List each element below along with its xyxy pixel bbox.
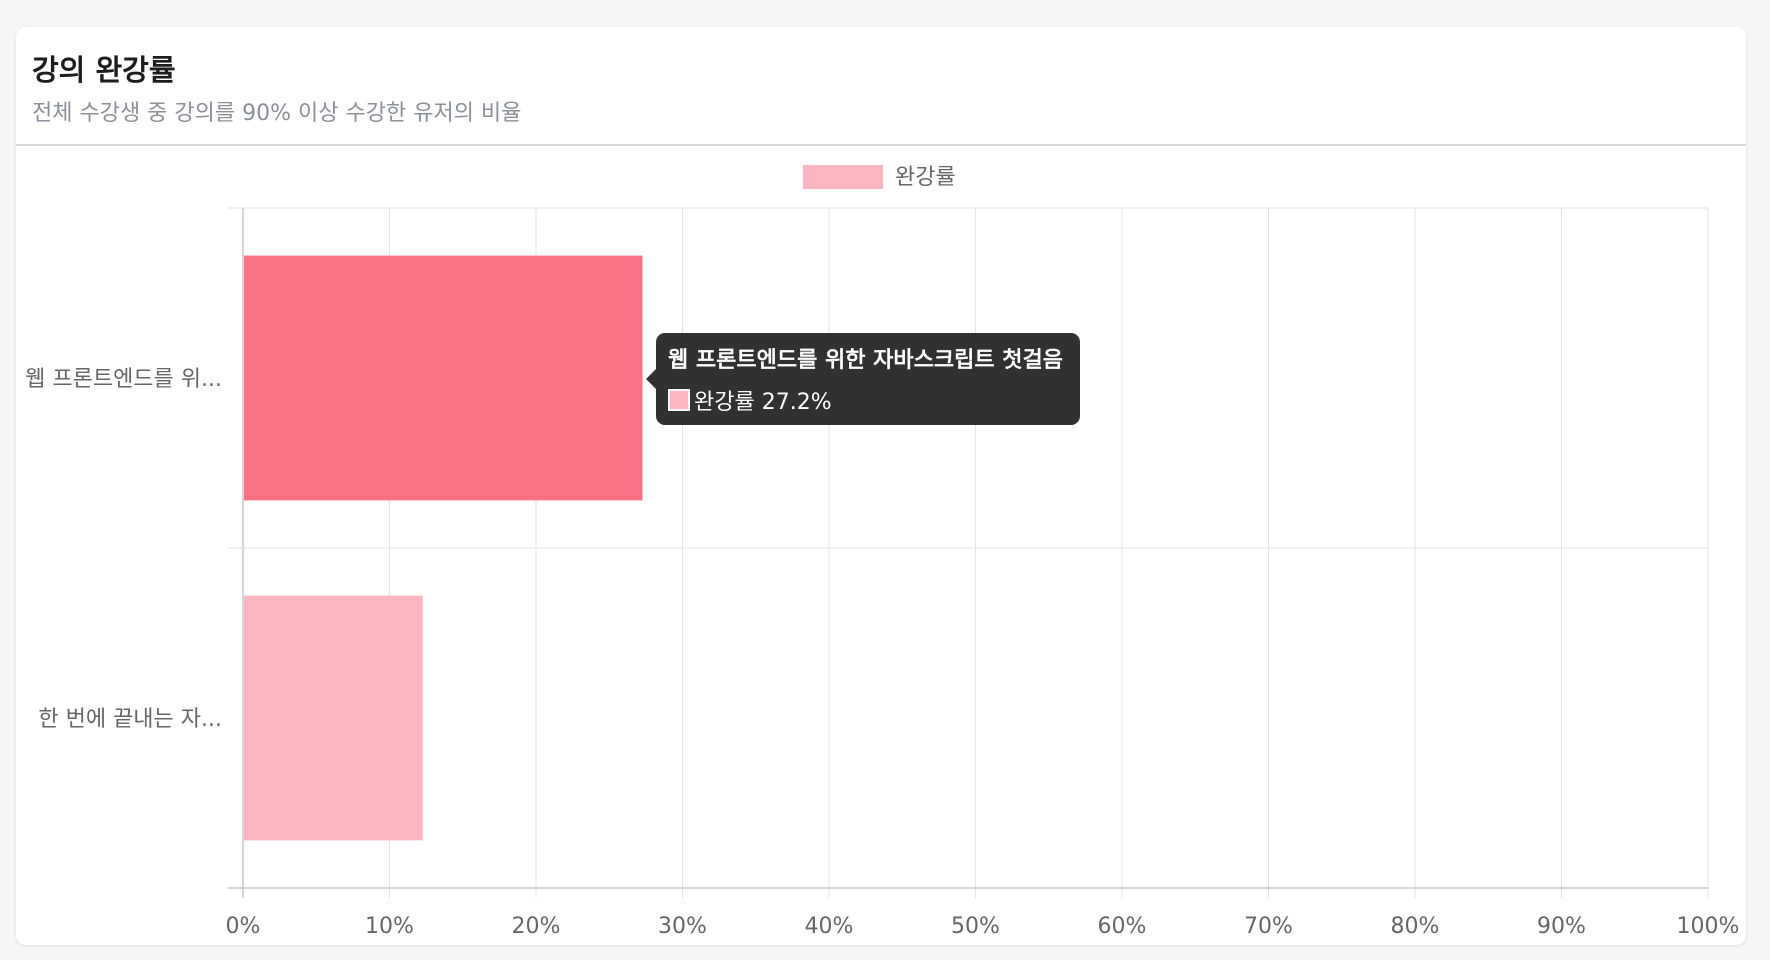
bar <box>244 255 643 501</box>
legend-swatch <box>803 165 883 189</box>
page-heading-cut: ▀▀ ▀▀▀ <box>0 0 1770 26</box>
bar <box>244 595 423 841</box>
tooltip-title: 웹 프론트엔드를 위한 자바스크립트 첫걸음 <box>668 348 1063 373</box>
x-tick-label: 40% <box>805 914 854 939</box>
tooltip-swatch <box>668 389 690 411</box>
x-tick-label: 30% <box>658 914 707 939</box>
x-tick-label: 100% <box>1677 914 1740 939</box>
x-tick-label: 60% <box>1098 914 1147 939</box>
x-tick-label: 20% <box>512 914 561 939</box>
chart-tooltip: 웹 프론트엔드를 위한 자바스크립트 첫걸음 완강률 27.2% <box>646 333 1080 425</box>
tooltip-row: 완강률 27.2% <box>668 384 832 416</box>
x-tick-label: 90% <box>1537 914 1586 939</box>
y-tick-label: 웹 프론트엔드를 위... <box>25 367 222 392</box>
x-tick-label: 70% <box>1244 914 1293 939</box>
legend-label: 완강률 <box>895 165 956 190</box>
card-header: 강의 완강률 전체 수강생 중 강의를 90% 이상 수강한 유저의 비율 <box>16 27 1746 146</box>
x-tick-label: 80% <box>1391 914 1440 939</box>
x-tick-label: 0% <box>226 914 261 939</box>
card-title: 강의 완강률 <box>32 53 176 87</box>
x-tick-label: 50% <box>951 914 1000 939</box>
tooltip-label: 완강률 27.2% <box>694 390 832 415</box>
page-heading: ▀▀ ▀▀▀ <box>30 0 210 20</box>
card-subtitle: 전체 수강생 중 강의를 90% 이상 수강한 유저의 비율 <box>32 101 522 126</box>
x-tick-label: 10% <box>365 914 414 939</box>
y-tick-label: 한 번에 끝내는 자... <box>38 707 222 732</box>
